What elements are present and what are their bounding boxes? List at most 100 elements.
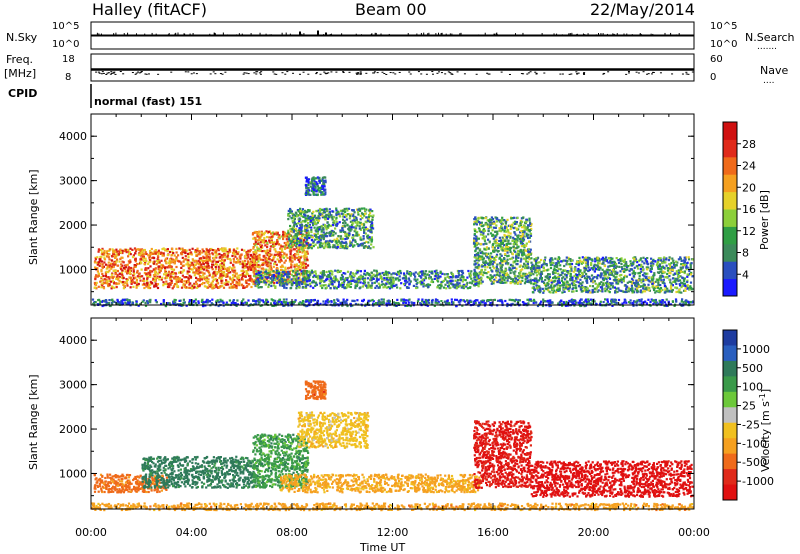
data-cell <box>293 217 296 221</box>
data-cell <box>505 272 508 275</box>
data-cell <box>515 221 518 224</box>
data-cell <box>203 276 206 279</box>
data-cell <box>295 235 298 238</box>
data-cell <box>196 247 199 250</box>
data-cell <box>520 258 523 261</box>
data-cell <box>298 281 302 284</box>
data-cell <box>691 258 694 261</box>
data-cell <box>361 285 364 288</box>
data-cell <box>656 260 660 263</box>
data-cell <box>192 284 195 287</box>
data-cell <box>498 229 501 232</box>
data-cell <box>675 290 678 294</box>
data-cell <box>308 224 311 227</box>
data-cell <box>525 232 528 235</box>
data-cell <box>544 256 547 259</box>
data-cell <box>296 239 299 242</box>
data-cell <box>115 255 118 258</box>
data-cell <box>197 266 200 269</box>
data-cell <box>325 240 328 243</box>
data-cell <box>142 277 145 280</box>
nave-dot <box>447 71 450 73</box>
data-cell <box>200 263 203 266</box>
data-cell <box>258 253 261 257</box>
data-cell <box>254 266 257 269</box>
data-cell <box>377 282 380 285</box>
data-cell <box>645 266 648 269</box>
data-cell <box>356 221 359 224</box>
data-cell <box>461 272 465 275</box>
data-cell <box>189 276 193 280</box>
data-cell <box>266 241 269 244</box>
data-cell <box>498 256 501 259</box>
data-cell <box>346 209 349 212</box>
data-cell <box>202 259 205 262</box>
data-cell <box>166 254 169 257</box>
data-cell <box>522 236 525 239</box>
data-cell <box>268 230 272 233</box>
data-cell <box>112 251 116 254</box>
data-cell <box>256 242 259 245</box>
data-cell <box>356 222 359 226</box>
data-cell <box>366 286 369 289</box>
data-cell <box>255 272 258 275</box>
data-cell <box>473 233 476 236</box>
data-cell <box>305 266 308 269</box>
data-cell <box>479 251 482 255</box>
nave-dot <box>520 73 523 75</box>
data-cell <box>133 281 136 284</box>
data-cell <box>297 237 300 240</box>
data-cell <box>233 286 237 289</box>
data-cell <box>367 273 370 276</box>
data-cell <box>314 183 317 186</box>
data-cell <box>495 266 498 270</box>
data-cell <box>232 257 235 260</box>
data-cell <box>166 250 169 253</box>
data-cell <box>220 254 223 257</box>
data-cell <box>272 284 275 287</box>
nave-dot <box>138 72 141 74</box>
data-cell <box>261 271 264 274</box>
data-cell <box>322 284 325 287</box>
data-cell <box>148 254 151 258</box>
data-cell <box>331 270 334 273</box>
data-cell <box>519 241 523 244</box>
data-cell <box>483 248 486 251</box>
data-cell <box>297 246 300 249</box>
data-cell <box>321 228 324 231</box>
data-cell <box>154 282 157 286</box>
data-cell <box>102 265 105 268</box>
data-cell <box>152 277 155 280</box>
data-cell <box>139 279 142 282</box>
data-cell <box>322 270 325 273</box>
data-cell <box>101 263 104 266</box>
nave-dot <box>302 71 305 73</box>
data-cell <box>186 272 189 275</box>
nave-dot <box>359 72 362 74</box>
data-cell <box>375 269 378 272</box>
data-cell <box>436 276 439 279</box>
data-cell <box>496 263 499 266</box>
data-cell <box>473 237 476 240</box>
data-cell <box>521 220 524 223</box>
data-cell <box>235 284 238 287</box>
data-cell <box>454 279 457 282</box>
data-cell <box>257 238 260 241</box>
data-cell <box>310 226 313 229</box>
data-cell <box>305 186 308 190</box>
data-cell <box>430 271 433 274</box>
data-cell <box>283 247 286 250</box>
data-cell <box>512 278 515 281</box>
data-cell <box>239 254 242 257</box>
data-cell <box>363 245 366 248</box>
nave-dot <box>122 73 125 75</box>
data-cell <box>258 272 261 275</box>
data-cell <box>506 236 509 239</box>
data-cell <box>526 260 530 263</box>
data-cell <box>323 274 326 277</box>
data-cell <box>491 263 494 266</box>
data-cell <box>459 279 463 282</box>
data-cell <box>522 239 525 242</box>
data-cell <box>408 283 411 286</box>
data-cell <box>394 272 397 275</box>
